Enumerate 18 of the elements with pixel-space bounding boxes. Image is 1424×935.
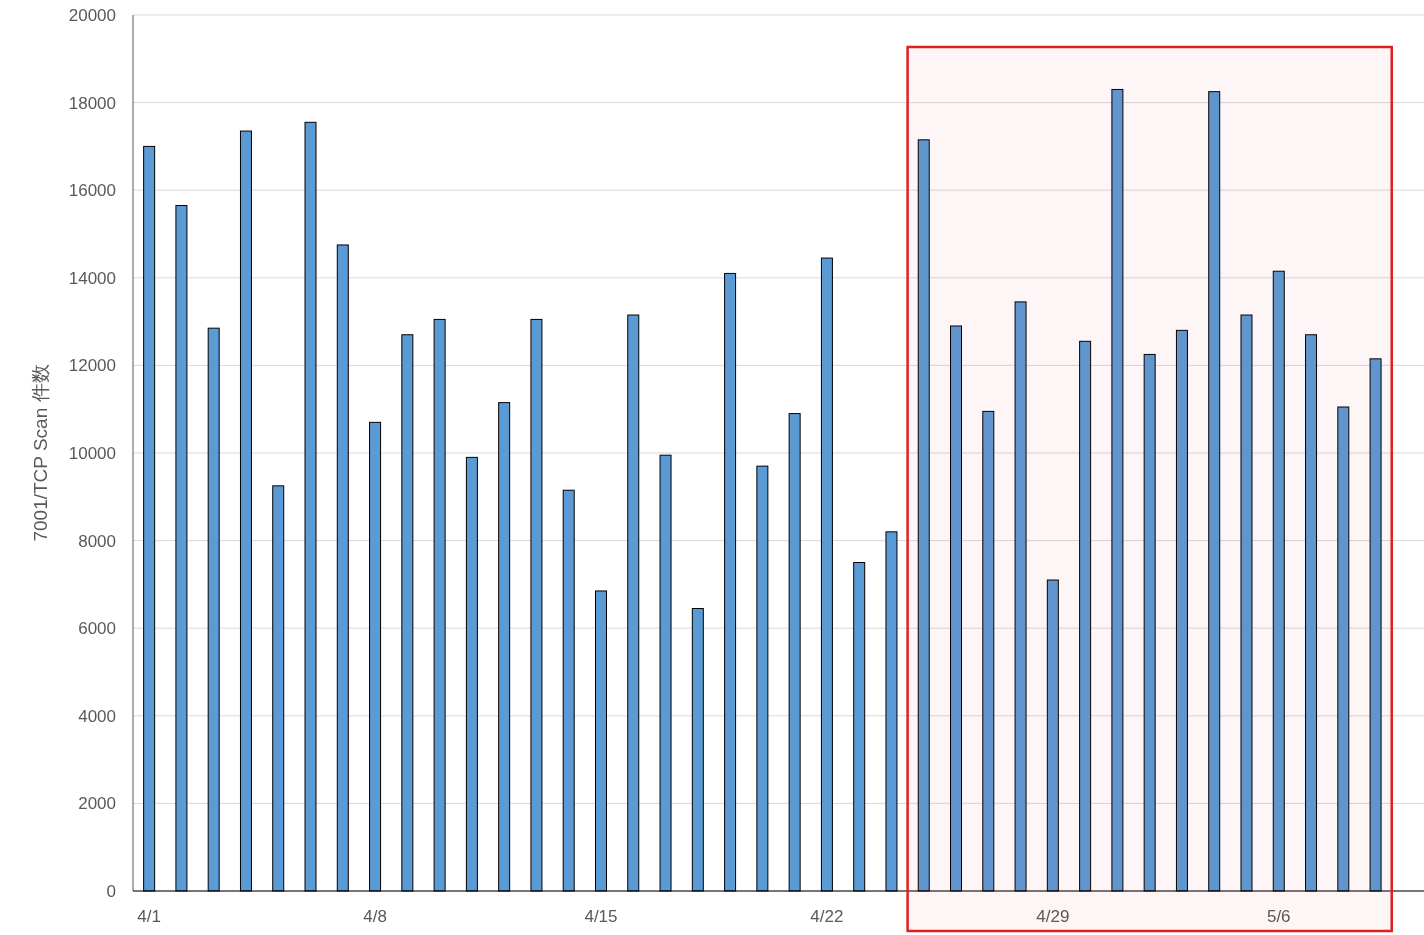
y-tick-label: 6000 xyxy=(78,619,116,639)
y-tick-label: 2000 xyxy=(78,794,116,814)
y-tick-label: 8000 xyxy=(78,531,116,551)
y-tick-label: 12000 xyxy=(68,356,116,376)
x-tick-label: 5/6 xyxy=(1266,907,1291,926)
y-tick-label: 20000 xyxy=(68,6,116,25)
y-tick-label: 4000 xyxy=(78,706,116,726)
y-axis-title: 7001/TCP Scan 件数 xyxy=(30,364,51,542)
x-tick-label: 4/8 xyxy=(363,907,387,926)
y-tick-label: 14000 xyxy=(68,268,116,288)
x-tick-label: 4/1 xyxy=(137,907,161,926)
x-tick-label: 4/29 xyxy=(1036,907,1070,926)
y-tick-label: 10000 xyxy=(68,444,116,463)
x-tick-label: 4/22 xyxy=(810,907,844,926)
y-tick-label: 0 xyxy=(106,882,116,901)
y-tick-label: 16000 xyxy=(68,181,116,201)
y-tick-label: 18000 xyxy=(68,93,116,113)
x-tick-label: 4/15 xyxy=(584,907,618,926)
